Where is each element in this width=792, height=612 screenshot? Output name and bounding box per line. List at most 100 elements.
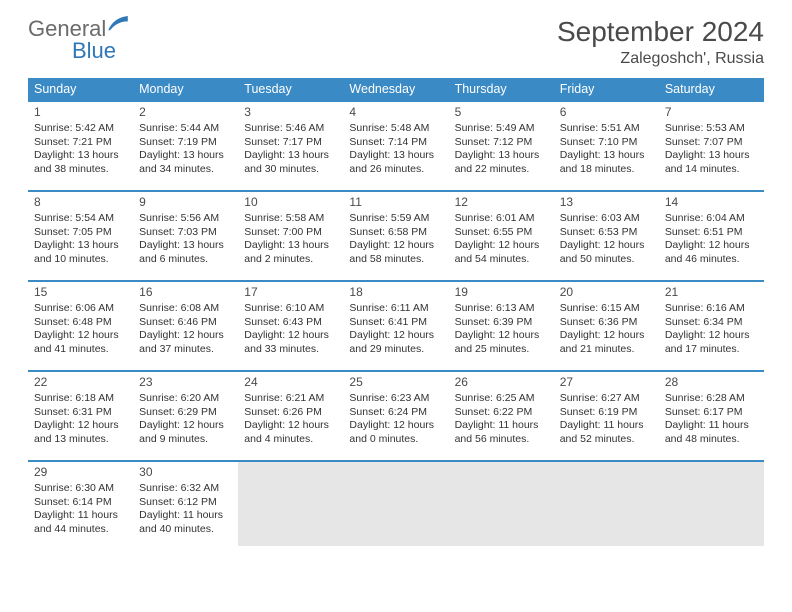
daylight-text: Daylight: 12 hours xyxy=(34,329,127,342)
sunset-text: Sunset: 6:55 PM xyxy=(455,226,548,239)
sunrise-text: Sunrise: 5:56 AM xyxy=(139,212,232,225)
daylight-text: Daylight: 13 hours xyxy=(139,149,232,162)
sunset-text: Sunset: 7:10 PM xyxy=(560,136,653,149)
daylight-text: Daylight: 11 hours xyxy=(665,419,758,432)
daylight-text: and 56 minutes. xyxy=(455,433,548,446)
daylight-text: and 25 minutes. xyxy=(455,343,548,356)
day-cell: 14Sunrise: 6:04 AMSunset: 6:51 PMDayligh… xyxy=(659,190,764,276)
daylight-text: Daylight: 12 hours xyxy=(455,329,548,342)
daylight-text: Daylight: 13 hours xyxy=(455,149,548,162)
sunset-text: Sunset: 6:34 PM xyxy=(665,316,758,329)
day-of-week-header: Sunday xyxy=(28,78,133,100)
daylight-text: and 34 minutes. xyxy=(139,163,232,176)
logo: GeneralBlue xyxy=(28,16,128,64)
daylight-text: and 29 minutes. xyxy=(349,343,442,356)
day-cell: 27Sunrise: 6:27 AMSunset: 6:19 PMDayligh… xyxy=(554,370,659,456)
day-cell: 4Sunrise: 5:48 AMSunset: 7:14 PMDaylight… xyxy=(343,100,448,186)
daylight-text: Daylight: 11 hours xyxy=(139,509,232,522)
day-cell: 1Sunrise: 5:42 AMSunset: 7:21 PMDaylight… xyxy=(28,100,133,186)
sunrise-text: Sunrise: 6:27 AM xyxy=(560,392,653,405)
day-cell: 5Sunrise: 5:49 AMSunset: 7:12 PMDaylight… xyxy=(449,100,554,186)
day-number: 20 xyxy=(560,285,653,300)
daylight-text: and 22 minutes. xyxy=(455,163,548,176)
sunrise-text: Sunrise: 5:58 AM xyxy=(244,212,337,225)
day-number: 23 xyxy=(139,375,232,390)
daylight-text: and 30 minutes. xyxy=(244,163,337,176)
day-cell: 20Sunrise: 6:15 AMSunset: 6:36 PMDayligh… xyxy=(554,280,659,366)
day-number: 28 xyxy=(665,375,758,390)
day-number: 18 xyxy=(349,285,442,300)
day-cell: 13Sunrise: 6:03 AMSunset: 6:53 PMDayligh… xyxy=(554,190,659,276)
sunrise-text: Sunrise: 6:30 AM xyxy=(34,482,127,495)
day-number: 3 xyxy=(244,105,337,120)
day-number: 12 xyxy=(455,195,548,210)
day-cell: 15Sunrise: 6:06 AMSunset: 6:48 PMDayligh… xyxy=(28,280,133,366)
sunset-text: Sunset: 7:00 PM xyxy=(244,226,337,239)
sunrise-text: Sunrise: 5:48 AM xyxy=(349,122,442,135)
sunrise-text: Sunrise: 6:03 AM xyxy=(560,212,653,225)
day-cell: 10Sunrise: 5:58 AMSunset: 7:00 PMDayligh… xyxy=(238,190,343,276)
day-cell: 17Sunrise: 6:10 AMSunset: 6:43 PMDayligh… xyxy=(238,280,343,366)
sunset-text: Sunset: 7:19 PM xyxy=(139,136,232,149)
day-number: 14 xyxy=(665,195,758,210)
sunrise-text: Sunrise: 6:01 AM xyxy=(455,212,548,225)
daylight-text: and 58 minutes. xyxy=(349,253,442,266)
day-of-week-header: Friday xyxy=(554,78,659,100)
daylight-text: Daylight: 13 hours xyxy=(244,149,337,162)
daylight-text: and 26 minutes. xyxy=(349,163,442,176)
sunrise-text: Sunrise: 6:16 AM xyxy=(665,302,758,315)
day-cell: 23Sunrise: 6:20 AMSunset: 6:29 PMDayligh… xyxy=(133,370,238,456)
sunrise-text: Sunrise: 5:51 AM xyxy=(560,122,653,135)
day-number: 25 xyxy=(349,375,442,390)
day-cell: 6 Sunrise: 5:51 AMSunset: 7:10 PMDaylight… xyxy=(554,100,659,186)
sunset-text: Sunset: 6:48 PM xyxy=(34,316,127,329)
daylight-text: and 44 minutes. xyxy=(34,523,127,536)
day-number: 17 xyxy=(244,285,337,300)
sunrise-text: Sunrise: 5:53 AM xyxy=(665,122,758,135)
day-number: 15 xyxy=(34,285,127,300)
logo-swoosh-icon xyxy=(108,16,128,37)
day-number: 19 xyxy=(455,285,548,300)
sunrise-text: Sunrise: 6:15 AM xyxy=(560,302,653,315)
daylight-text: Daylight: 13 hours xyxy=(665,149,758,162)
daylight-text: and 10 minutes. xyxy=(34,253,127,266)
day-cell: 16Sunrise: 6:08 AMSunset: 6:46 PMDayligh… xyxy=(133,280,238,366)
daylight-text: and 52 minutes. xyxy=(560,433,653,446)
week-row: 1Sunrise: 5:42 AMSunset: 7:21 PMDaylight… xyxy=(28,100,764,186)
day-number: 4 xyxy=(349,105,442,120)
sunrise-text: Sunrise: 6:11 AM xyxy=(349,302,442,315)
sunset-text: Sunset: 6:24 PM xyxy=(349,406,442,419)
week-row: 8Sunrise: 5:54 AMSunset: 7:05 PMDaylight… xyxy=(28,190,764,276)
daylight-text: Daylight: 13 hours xyxy=(349,149,442,162)
week-row: 29Sunrise: 6:30 AMSunset: 6:14 PMDayligh… xyxy=(28,460,764,546)
day-number: 21 xyxy=(665,285,758,300)
daylight-text: Daylight: 12 hours xyxy=(455,239,548,252)
day-of-week-header: Saturday xyxy=(659,78,764,100)
sunset-text: Sunset: 6:53 PM xyxy=(560,226,653,239)
daylight-text: and 38 minutes. xyxy=(34,163,127,176)
daylight-text: and 2 minutes. xyxy=(244,253,337,266)
day-number: 9 xyxy=(139,195,232,210)
day-number: 30 xyxy=(139,465,232,480)
sunrise-text: Sunrise: 5:46 AM xyxy=(244,122,337,135)
daylight-text: Daylight: 12 hours xyxy=(244,329,337,342)
daylight-text: Daylight: 13 hours xyxy=(139,239,232,252)
calendar-page: GeneralBlue September 2024 Zalegoshch', … xyxy=(0,0,792,612)
daylight-text: and 48 minutes. xyxy=(665,433,758,446)
day-cell: 9Sunrise: 5:56 AMSunset: 7:03 PMDaylight… xyxy=(133,190,238,276)
day-number: 13 xyxy=(560,195,653,210)
daylight-text: Daylight: 13 hours xyxy=(560,149,653,162)
daylight-text: and 33 minutes. xyxy=(244,343,337,356)
sunset-text: Sunset: 7:05 PM xyxy=(34,226,127,239)
sunset-text: Sunset: 6:12 PM xyxy=(139,496,232,509)
sunset-text: Sunset: 6:31 PM xyxy=(34,406,127,419)
day-number: 5 xyxy=(455,105,548,120)
daylight-text: and 4 minutes. xyxy=(244,433,337,446)
week-row: 15Sunrise: 6:06 AMSunset: 6:48 PMDayligh… xyxy=(28,280,764,366)
day-number: 29 xyxy=(34,465,127,480)
day-cell: 26Sunrise: 6:25 AMSunset: 6:22 PMDayligh… xyxy=(449,370,554,456)
daylight-text: Daylight: 11 hours xyxy=(560,419,653,432)
day-number: 1 xyxy=(34,105,127,120)
day-number: 6 xyxy=(560,105,653,120)
daylight-text: and 6 minutes. xyxy=(139,253,232,266)
